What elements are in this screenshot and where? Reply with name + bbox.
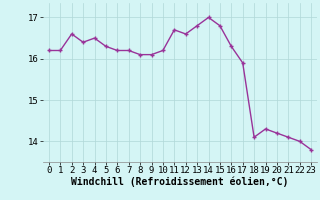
X-axis label: Windchill (Refroidissement éolien,°C): Windchill (Refroidissement éolien,°C)	[71, 177, 289, 187]
